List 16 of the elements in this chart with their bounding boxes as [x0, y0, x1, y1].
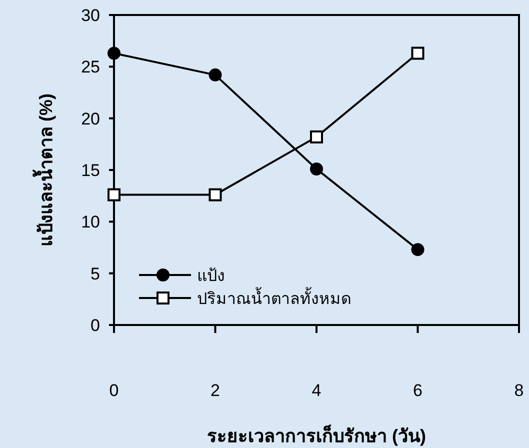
y-tick-label: 10	[81, 212, 100, 232]
y-tick-label: 20	[81, 109, 100, 128]
x-tick-label: 2	[210, 381, 220, 400]
x-tick-label: 8	[514, 381, 524, 400]
legend-label: แป้ง	[197, 267, 225, 285]
x-tick-label: 0	[109, 381, 119, 400]
y-tick-label: 0	[90, 316, 100, 335]
x-tick-label: 4	[312, 381, 322, 400]
y-tick-label: 30	[81, 6, 100, 25]
x-axis-title: ระยะเวลาการเก็บรักษา (วัน)	[207, 424, 426, 446]
x-tick-label: 6	[413, 381, 422, 400]
legend-label: ปริมาณน้ำตาลทั้งหมด	[197, 287, 351, 308]
y-axis-title: แป้งและน้ำตาล (%)	[32, 94, 56, 246]
y-tick-label: 5	[90, 264, 100, 284]
y-tick-label: 25	[81, 58, 100, 77]
y-tick-label: 15	[81, 161, 100, 180]
